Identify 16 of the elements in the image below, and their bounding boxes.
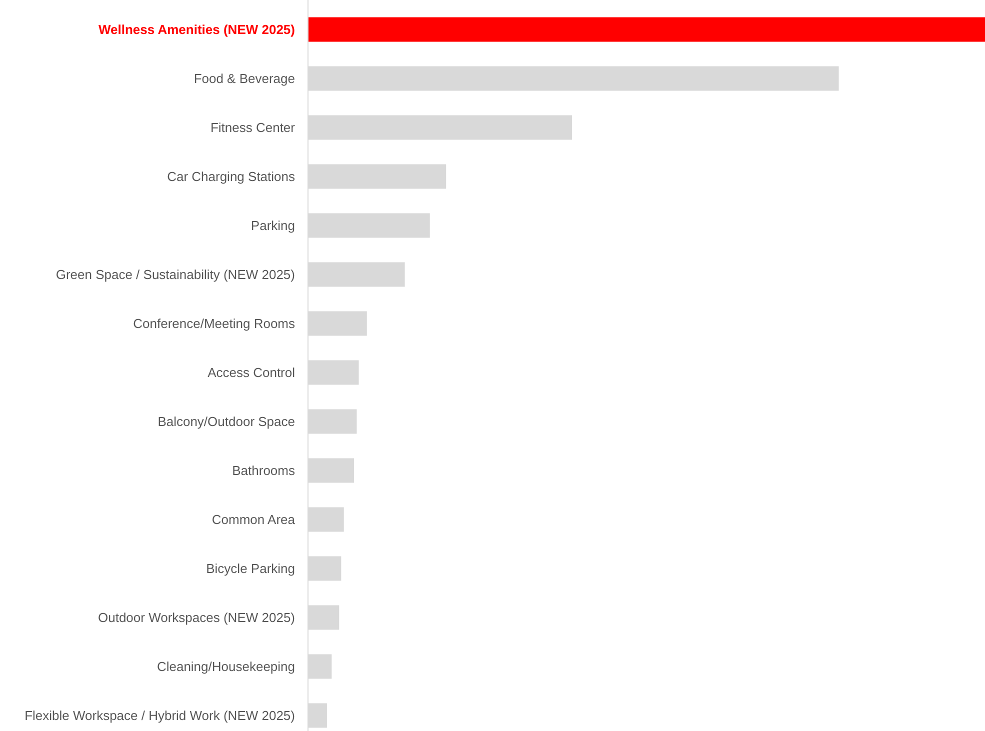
y-tick-label: Cleaning/Housekeeping (156, 659, 295, 674)
bar (308, 17, 985, 42)
y-tick-label: Food & Beverage (194, 71, 295, 86)
y-tick-label: Green Space / Sustainability (NEW 2025) (56, 267, 295, 282)
y-tick-label: Conference/Meeting Rooms (133, 316, 296, 332)
y-tick-label: Common Area (212, 512, 296, 528)
y-tick-label: Parking (250, 218, 295, 234)
y-tick-label: Access Control (208, 365, 296, 380)
y-tick-label: Flexible Workspace / Hybrid Work (NEW 2025) (24, 708, 295, 724)
y-tick-label: Bicycle Parking (206, 561, 295, 576)
y-tick-label: Bathrooms (232, 463, 296, 478)
y-tick-label: Balcony/Outdoor Space (158, 414, 295, 430)
y-tick-label: Wellness Amenities (NEW 2025) (98, 22, 295, 38)
y-tick-label: Car Charging Stations (167, 169, 296, 184)
y-tick-label: Outdoor Workspaces (NEW 2025) (98, 610, 295, 626)
y-tick-label: Fitness Center (210, 120, 296, 136)
